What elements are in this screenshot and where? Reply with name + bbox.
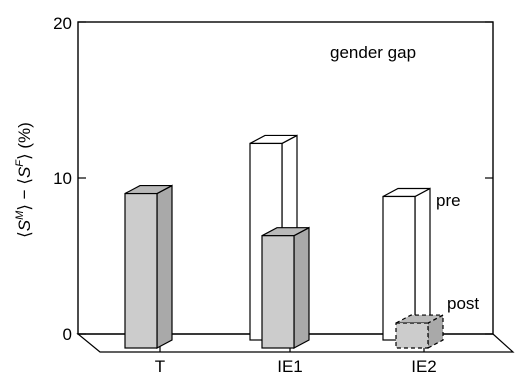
bar-IE1-post-side [293, 226, 310, 349]
x-tick-label-IE2: IE2 [411, 357, 437, 376]
x-axis: T IE1 IE2 [155, 357, 437, 376]
x-tick-label-IE1: IE1 [277, 357, 303, 376]
bar-IE2-post-top [395, 314, 444, 324]
bar-T-post-front [124, 192, 158, 349]
y-tick-label-10: 10 [53, 169, 72, 188]
bar-IE2-post [395, 314, 444, 349]
bar-IE1-post [261, 226, 310, 349]
y-axis-label: ⟨SM⟩ − ⟨SF⟩ (%) [14, 122, 34, 238]
bars [124, 134, 444, 349]
floor-outline [76, 333, 515, 353]
bar-IE2-post-front [395, 322, 429, 349]
bar-T-post [124, 184, 173, 349]
post-label: post [447, 294, 479, 313]
y-tick-label-20: 20 [53, 14, 72, 33]
chart-title: gender gap [330, 43, 416, 62]
x-tick-label-T: T [155, 357, 165, 376]
bar-T-post-side [156, 184, 173, 349]
bar-IE1-post-front [261, 235, 295, 349]
pre-label: pre [436, 191, 461, 210]
y-tick-label-0: 0 [63, 325, 72, 344]
bar-IE2-post-side [427, 314, 444, 349]
